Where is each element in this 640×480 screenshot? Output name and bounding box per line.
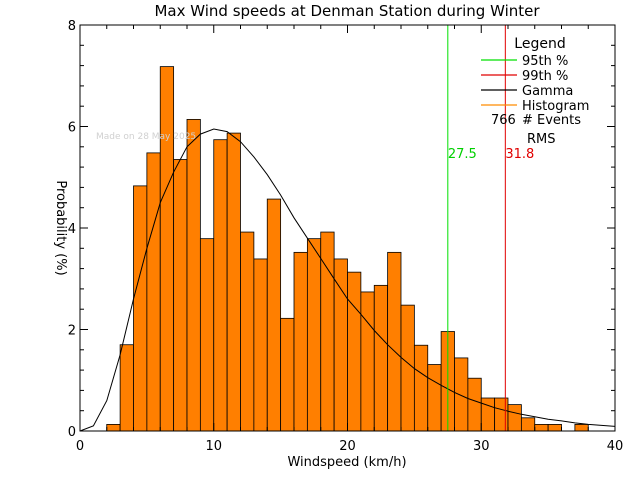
histogram-bar	[280, 317, 295, 432]
histogram-bar	[534, 424, 549, 432]
legend-item-label: Histogram	[522, 99, 589, 114]
legend-item-label: 95th %	[522, 54, 568, 69]
x-axis-label: Windspeed (km/h)	[287, 455, 406, 470]
histogram-bar	[240, 231, 255, 432]
histogram-bar	[494, 397, 509, 432]
y-axis-label: Probability (%)	[53, 180, 68, 275]
histogram-bar	[133, 185, 148, 432]
histogram-bar	[454, 357, 469, 432]
histogram-bar	[173, 159, 188, 432]
x-tick-label: 40	[607, 439, 624, 454]
x-tick-label: 20	[339, 439, 356, 454]
x-tick-label: 0	[76, 439, 84, 454]
histogram-bar	[467, 377, 482, 432]
y-tick-label: 4	[68, 222, 76, 237]
histogram-bar	[333, 258, 348, 432]
chart-title: Max Wind speeds at Denman Station during…	[154, 2, 540, 20]
percentile-99-value: 31.8	[505, 147, 534, 162]
histogram-bar	[106, 424, 121, 432]
histogram-bar	[146, 152, 161, 432]
histogram-bar	[387, 251, 402, 432]
histogram-bar	[253, 258, 268, 432]
histogram-bar	[520, 417, 536, 432]
x-axis-ticks: 0 10 20 30 40	[76, 25, 623, 454]
x-tick-label: 10	[205, 439, 222, 454]
watermark: Made on 28 May 2025	[96, 132, 196, 142]
histogram-bar	[373, 284, 389, 432]
legend-rms-label: RMS	[527, 132, 556, 147]
histogram-bar	[347, 271, 362, 432]
histogram-bar	[507, 404, 522, 432]
histogram-bar	[266, 198, 282, 432]
y-tick-label: 8	[68, 19, 76, 34]
legend-item-label: Gamma	[522, 84, 573, 99]
histogram-bar	[427, 364, 442, 432]
histogram-bar	[199, 238, 215, 432]
legend-title: Legend	[514, 36, 565, 52]
histogram-bar	[306, 238, 322, 432]
histogram-bar	[186, 118, 201, 432]
y-axis-ticks: 0 2 4 6 8	[68, 19, 615, 440]
histogram-bar	[119, 344, 134, 432]
histogram-bars	[106, 66, 589, 432]
histogram-bar	[480, 397, 496, 432]
y-tick-label: 2	[68, 324, 76, 339]
legend-events-label: # Events	[522, 113, 581, 128]
histogram-bar	[293, 251, 308, 432]
percentile-95-value: 27.5	[448, 147, 477, 162]
x-tick-label: 30	[473, 439, 490, 454]
legend-events-count: 766	[491, 113, 516, 128]
histogram-bar	[360, 291, 375, 432]
histogram-bar	[226, 132, 241, 432]
histogram-bar	[547, 424, 562, 432]
histogram-bar	[400, 304, 415, 432]
legend-item-label: 99th %	[522, 69, 568, 84]
histogram-bar	[413, 344, 429, 432]
y-tick-label: 0	[68, 425, 76, 440]
y-tick-label: 6	[68, 121, 76, 136]
gamma-curve	[79, 128, 616, 432]
histogram-bar	[574, 424, 589, 432]
histogram-bar	[159, 66, 175, 432]
histogram-bar	[213, 139, 228, 432]
